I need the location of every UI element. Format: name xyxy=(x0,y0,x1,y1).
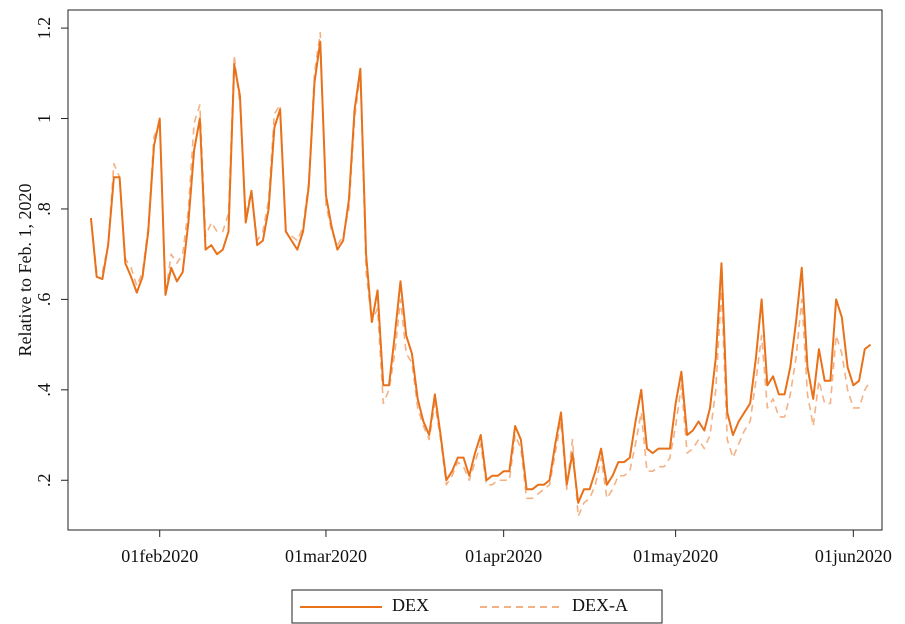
data-line xyxy=(90,31,872,518)
x-tick-label: 01jun2020 xyxy=(815,546,892,566)
legend-label: DEX xyxy=(392,595,429,615)
data-line xyxy=(89,40,872,504)
y-tick-label: .2 xyxy=(34,474,54,488)
y-axis-title: Relative to Feb. 1, 2020 xyxy=(15,184,35,357)
y-tick-label: .8 xyxy=(34,202,54,216)
y-tick-label: .6 xyxy=(34,293,54,307)
legend-label: DEX-A xyxy=(572,595,628,615)
x-tick-label: 01apr2020 xyxy=(465,546,542,566)
y-tick-label: 1.2 xyxy=(34,17,54,40)
y-tick-label: 1 xyxy=(34,114,54,123)
plot-frame xyxy=(67,9,883,531)
y-tick-label: .4 xyxy=(34,383,54,397)
x-tick-label: 01may2020 xyxy=(633,546,718,566)
x-tick-label: 01feb2020 xyxy=(121,546,198,566)
x-tick-label: 01mar2020 xyxy=(285,546,367,566)
